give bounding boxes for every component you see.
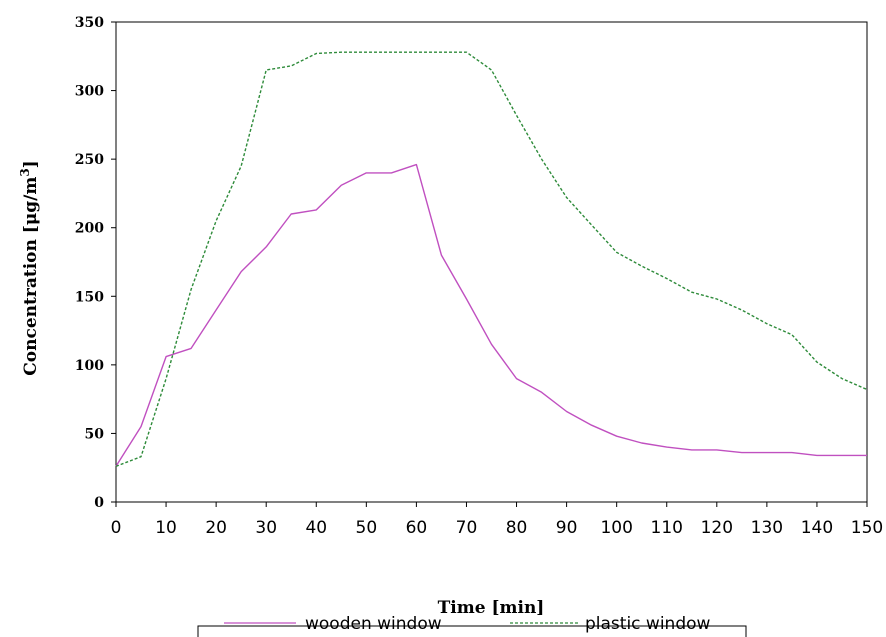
x-axis-title: Time [min] (438, 598, 545, 618)
y-tick-label: 350 (75, 15, 104, 31)
x-tick-label: 80 (506, 518, 528, 538)
y-tick-label: 50 (85, 426, 105, 442)
y-axis-title-sup: 3 (18, 168, 32, 176)
legend-label-plastic-window: plastic window (585, 614, 711, 634)
series-layer (115, 51, 868, 467)
x-tick-label: 30 (255, 518, 277, 538)
legend: wooden window plastic window (197, 614, 747, 637)
y-axis-title-end: ] (21, 160, 41, 168)
x-tick-label: 120 (701, 518, 733, 538)
x-tick-label: 130 (751, 518, 783, 538)
y-tick-label: 100 (75, 358, 104, 374)
x-tick-label: 110 (651, 518, 683, 538)
series-line-wooden-window (115, 163, 867, 467)
x-tick-label: 100 (600, 518, 632, 538)
x-tick-label: 10 (155, 518, 177, 538)
y-tick-label: 150 (75, 289, 104, 305)
y-axis: 0 50 100 150 200 250 300 350 (75, 15, 116, 511)
y-tick-label: 0 (94, 495, 104, 511)
plot-area (115, 21, 868, 503)
legend-label-wooden-window: wooden window (305, 614, 442, 634)
y-tick-label: 300 (75, 84, 104, 100)
y-tick-label: 250 (75, 152, 104, 168)
y-axis-title: Concentration [μg/m3] (18, 160, 41, 375)
x-tick-label: 50 (356, 518, 378, 538)
x-tick-label: 60 (406, 518, 428, 538)
x-tick-label: 90 (556, 518, 578, 538)
x-tick-label: 20 (205, 518, 227, 538)
y-axis-title-main: Concentration [μg/m (21, 177, 41, 376)
x-tick-label: 140 (801, 518, 833, 538)
x-tick-label: 70 (456, 518, 478, 538)
y-tick-label: 200 (75, 221, 104, 237)
x-axis: 0 10 20 30 40 50 60 70 80 90 100 110 120 130 140 150 (111, 502, 883, 538)
x-tick-label: 150 (851, 518, 883, 538)
legend-box (197, 625, 747, 637)
x-tick-label: 40 (305, 518, 327, 538)
x-tick-label: 0 (111, 518, 122, 538)
